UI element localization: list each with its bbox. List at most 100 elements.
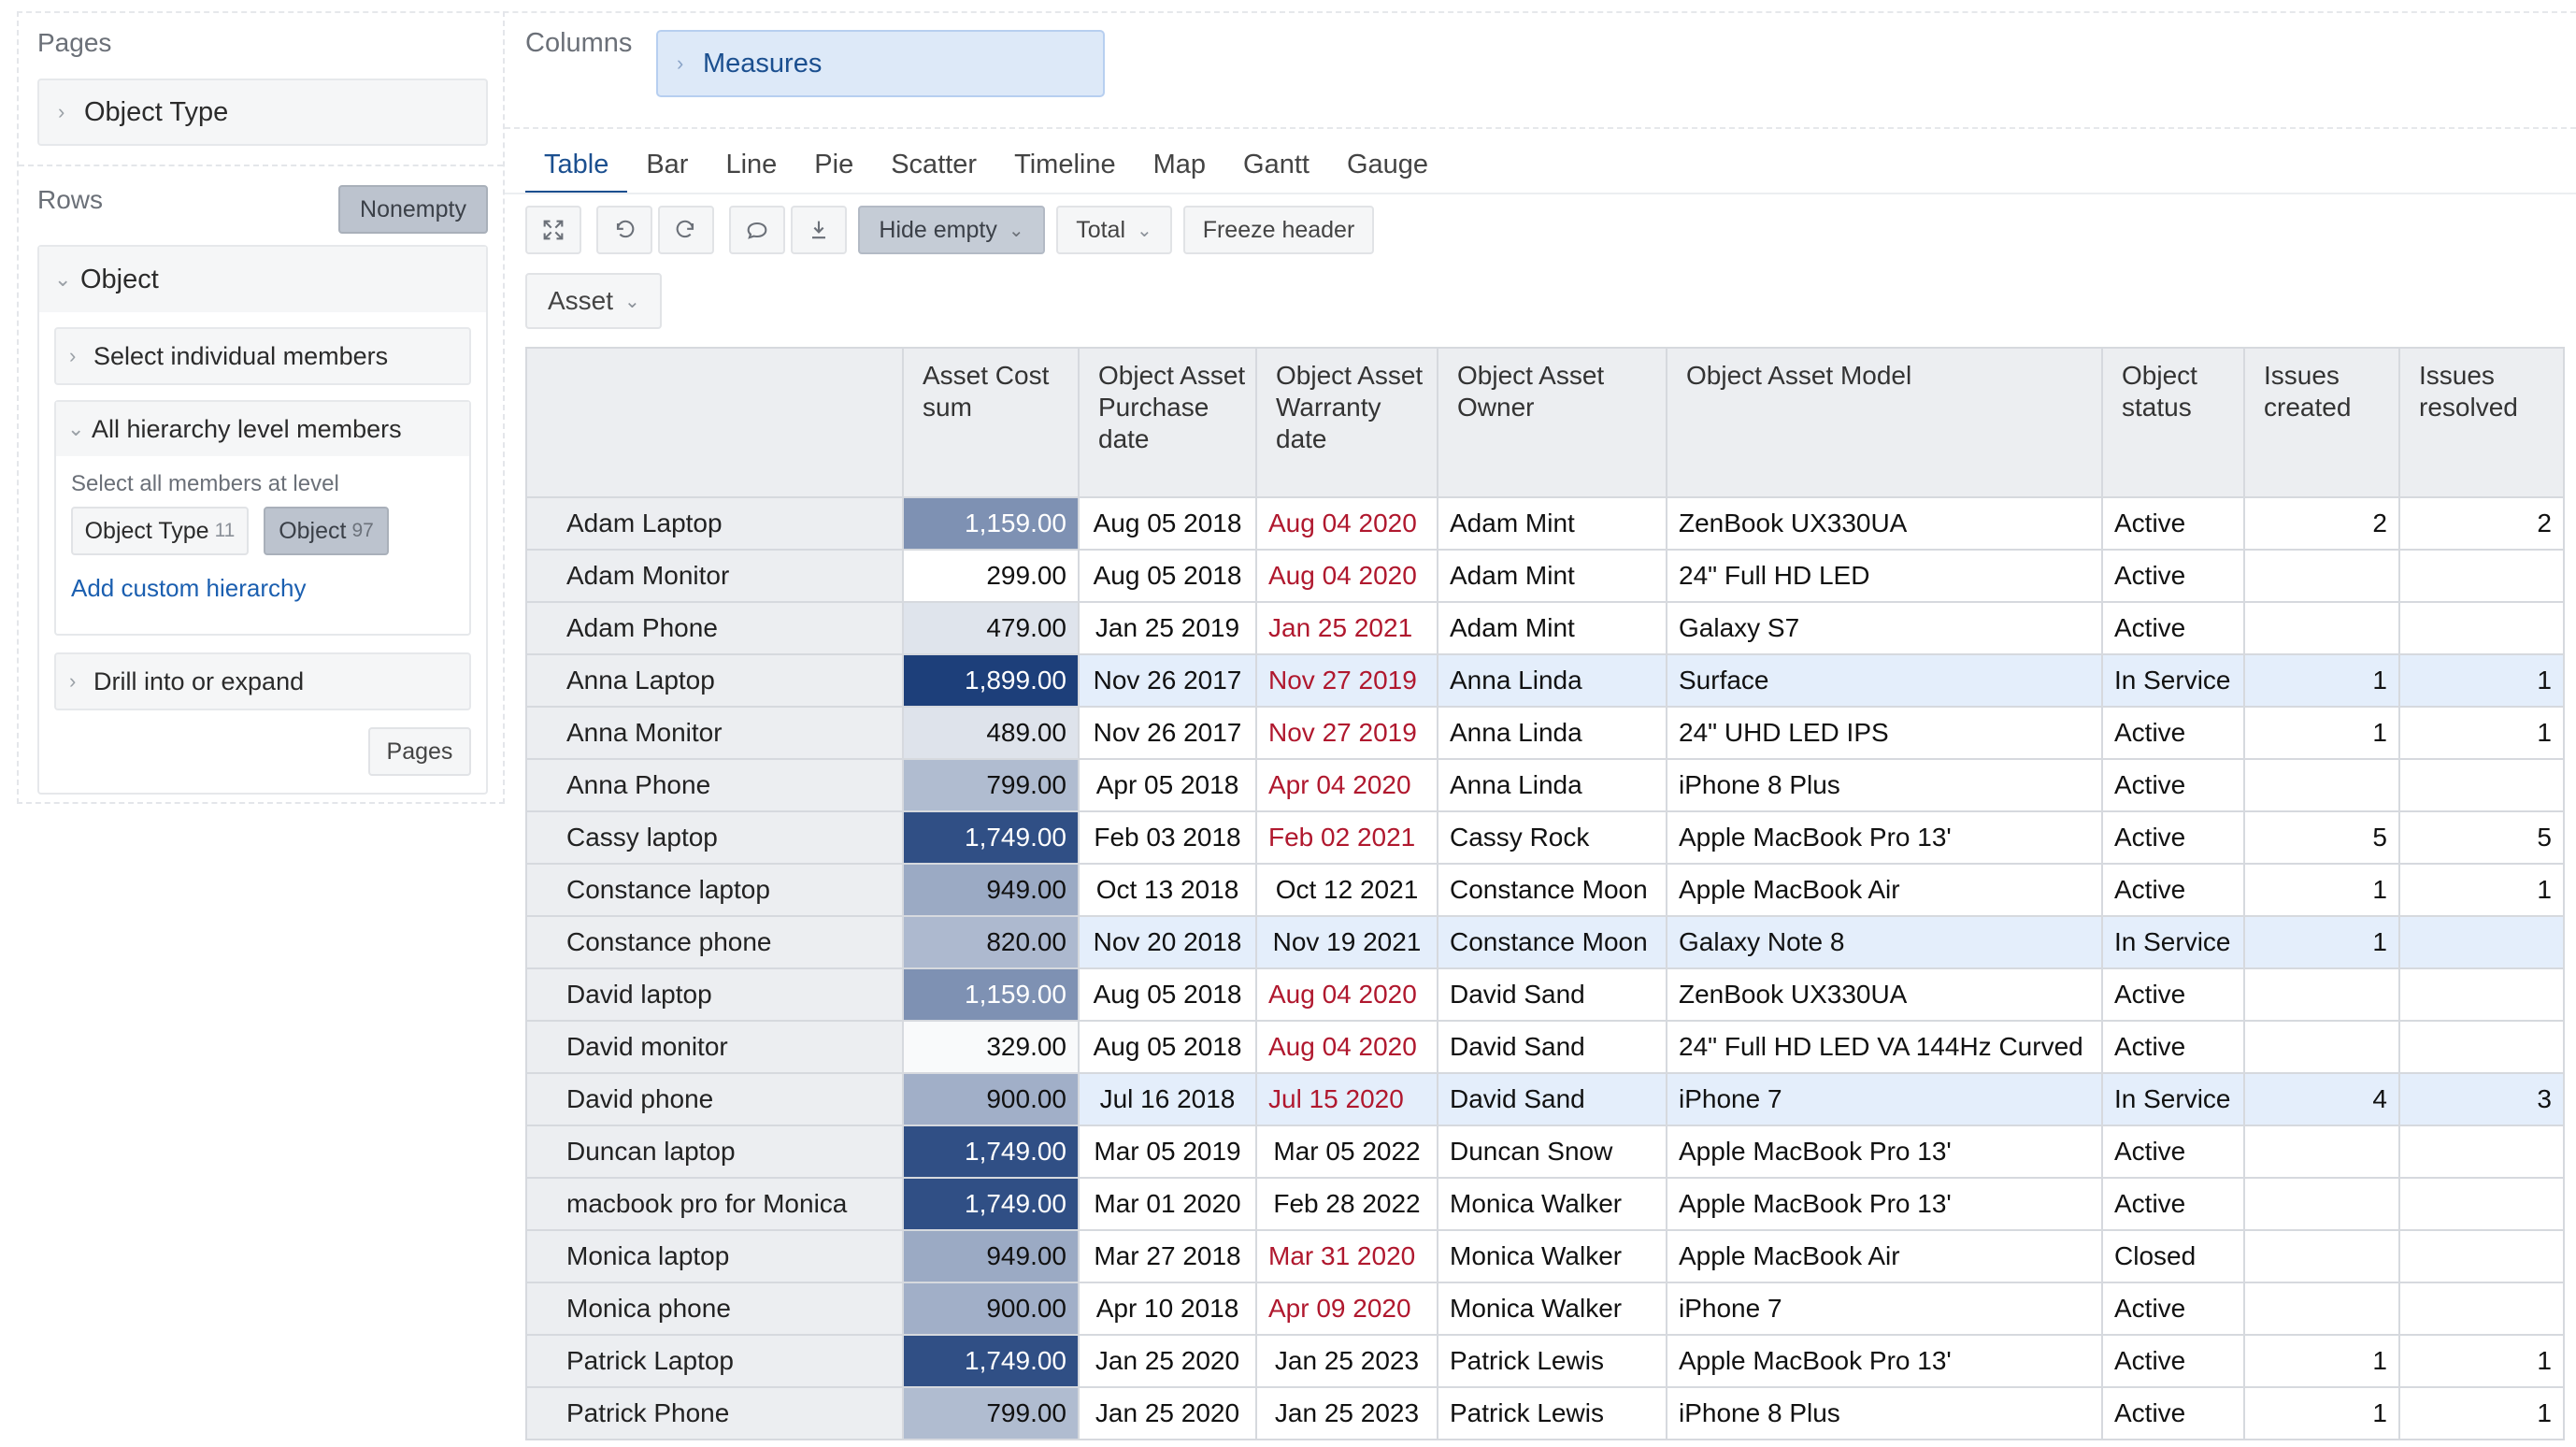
warranty-date-cell: Nov 19 2021: [1255, 915, 1438, 969]
status-cell: Active: [2101, 496, 2245, 551]
issues-created-cell: [2243, 1229, 2400, 1283]
purchase-date-cell: Nov 20 2018: [1078, 915, 1257, 969]
row-header[interactable]: Monica phone: [525, 1282, 904, 1336]
drill-into-or-expand[interactable]: › Drill into or expand: [54, 652, 471, 710]
purchase-date-cell: Jan 25 2020: [1078, 1386, 1257, 1440]
row-header[interactable]: Adam Phone: [525, 601, 904, 655]
measures-dimension[interactable]: › Measures: [656, 30, 1105, 97]
row-header[interactable]: Adam Monitor: [525, 549, 904, 603]
column-header[interactable]: Object Asset Purchase date: [1078, 347, 1257, 498]
issues-resolved-cell: [2398, 1229, 2565, 1283]
column-header[interactable]: Asset Cost sum: [902, 347, 1080, 498]
row-header[interactable]: Patrick Laptop: [525, 1334, 904, 1388]
total-dropdown[interactable]: Total ⌄: [1056, 206, 1172, 254]
fullscreen-button[interactable]: [525, 206, 581, 254]
redo-button[interactable]: [658, 206, 714, 254]
cost-cell: 949.00: [902, 1229, 1080, 1283]
issues-resolved-cell: 5: [2398, 810, 2565, 865]
level-chip-object[interactable]: Object 97: [264, 507, 389, 555]
add-custom-hierarchy-link[interactable]: Add custom hierarchy: [71, 574, 307, 602]
owner-cell: Adam Mint: [1437, 601, 1667, 655]
level-chip-object-type[interactable]: Object Type 11: [71, 507, 249, 555]
row-header[interactable]: macbook pro for Monica: [525, 1177, 904, 1231]
row-header[interactable]: David phone: [525, 1072, 904, 1126]
pages-title: Pages: [37, 28, 112, 57]
cost-cell: 799.00: [902, 1386, 1080, 1440]
chip-count: 11: [214, 520, 236, 541]
purchase-date-cell: Jan 25 2020: [1078, 1334, 1257, 1388]
table-row: Constance laptop 949.00 Oct 13 2018 Oct 12 …: [525, 863, 2565, 917]
issues-created-cell: 1: [2243, 653, 2400, 708]
issues-resolved-cell: 1: [2398, 1386, 2565, 1440]
report-table: Asset Cost sum Object Asset Purchase dat…: [525, 347, 2565, 1440]
tab-gauge[interactable]: Gauge: [1346, 150, 1429, 179]
owner-cell: Patrick Lewis: [1437, 1334, 1667, 1388]
warranty-date-cell: Mar 05 2022: [1255, 1125, 1438, 1179]
issues-created-cell: 1: [2243, 915, 2400, 969]
status-cell: Active: [2101, 1177, 2245, 1231]
column-header[interactable]: Object Asset Model: [1666, 347, 2103, 498]
row-header[interactable]: David laptop: [525, 967, 904, 1022]
table-row: macbook pro for Monica 1,749.00 Mar 01 202…: [525, 1177, 2565, 1231]
row-header[interactable]: Constance laptop: [525, 863, 904, 917]
purchase-date-cell: Apr 05 2018: [1078, 758, 1257, 812]
tab-map[interactable]: Map: [1152, 150, 1207, 179]
row-header[interactable]: Anna Laptop: [525, 653, 904, 708]
asset-dropdown[interactable]: Asset ⌄: [525, 273, 662, 329]
tab-bar[interactable]: Bar: [646, 150, 689, 179]
tab-pie[interactable]: Pie: [814, 150, 854, 179]
column-header[interactable]: Issues created: [2243, 347, 2400, 498]
warranty-date-cell: Oct 12 2021: [1255, 863, 1438, 917]
freeze-header-button[interactable]: Freeze header: [1183, 206, 1374, 254]
column-header[interactable]: Object Asset Warranty date: [1255, 347, 1438, 498]
chip-count: 97: [351, 520, 374, 541]
select-individual-label: Select individual members: [93, 341, 389, 370]
undo-button[interactable]: [596, 206, 652, 254]
owner-cell: Monica Walker: [1437, 1229, 1667, 1283]
column-header[interactable]: Object Asset Owner: [1437, 347, 1667, 498]
issues-resolved-cell: 1: [2398, 1334, 2565, 1388]
row-header[interactable]: Adam Laptop: [525, 496, 904, 551]
row-header[interactable]: Cassy laptop: [525, 810, 904, 865]
tab-line[interactable]: Line: [725, 150, 778, 179]
table-row: Patrick Laptop 1,749.00 Jan 25 2020 Jan 25 …: [525, 1334, 2565, 1388]
row-header[interactable]: Patrick Phone: [525, 1386, 904, 1440]
all-hierarchy-level-members: ⌄ All hierarchy level members Select all…: [54, 400, 471, 636]
warranty-date-cell: Jan 25 2023: [1255, 1334, 1438, 1388]
select-individual-members[interactable]: › Select individual members: [54, 327, 471, 385]
model-cell: Galaxy Note 8: [1666, 915, 2103, 969]
purchase-date-cell: Mar 01 2020: [1078, 1177, 1257, 1231]
table-row: Constance phone 820.00 Nov 20 2018 Nov 19 2…: [525, 915, 2565, 969]
row-header[interactable]: Duncan laptop: [525, 1125, 904, 1179]
owner-cell: Anna Linda: [1437, 758, 1667, 812]
object-type-dimension[interactable]: › Object Type: [37, 79, 488, 146]
purchase-date-cell: Feb 03 2018: [1078, 810, 1257, 865]
row-header[interactable]: Monica laptop: [525, 1229, 904, 1283]
row-header[interactable]: David monitor: [525, 1020, 904, 1074]
tab-timeline[interactable]: Timeline: [1014, 150, 1116, 179]
column-header[interactable]: Object status: [2101, 347, 2245, 498]
column-header[interactable]: Issues resolved: [2398, 347, 2565, 498]
issues-created-cell: 1: [2243, 1334, 2400, 1388]
issues-created-cell: [2243, 1020, 2400, 1074]
cost-cell: 1,749.00: [902, 1334, 1080, 1388]
object-dimension-header[interactable]: ⌄ Object: [39, 247, 486, 312]
model-cell: iPhone 8 Plus: [1666, 1386, 2103, 1440]
tab-scatter[interactable]: Scatter: [891, 150, 978, 179]
row-header[interactable]: Anna Phone: [525, 758, 904, 812]
status-cell: In Service: [2101, 915, 2245, 969]
row-header[interactable]: Anna Monitor: [525, 706, 904, 760]
pages-button[interactable]: Pages: [368, 727, 471, 776]
all-hierarchy-header[interactable]: ⌄ All hierarchy level members: [56, 402, 469, 456]
tab-table[interactable]: Table: [525, 140, 628, 194]
nonempty-button[interactable]: Nonempty: [338, 185, 488, 234]
object-type-label: Object Type: [84, 96, 229, 127]
row-header[interactable]: Constance phone: [525, 915, 904, 969]
purchase-date-cell: Aug 05 2018: [1078, 549, 1257, 603]
model-cell: iPhone 8 Plus: [1666, 758, 2103, 812]
hide-empty-dropdown[interactable]: Hide empty ⌄: [858, 206, 1045, 254]
export-button[interactable]: [791, 206, 847, 254]
comment-button[interactable]: [729, 206, 785, 254]
tab-gantt[interactable]: Gantt: [1243, 150, 1309, 179]
warranty-date-cell: Apr 09 2020: [1255, 1282, 1438, 1336]
